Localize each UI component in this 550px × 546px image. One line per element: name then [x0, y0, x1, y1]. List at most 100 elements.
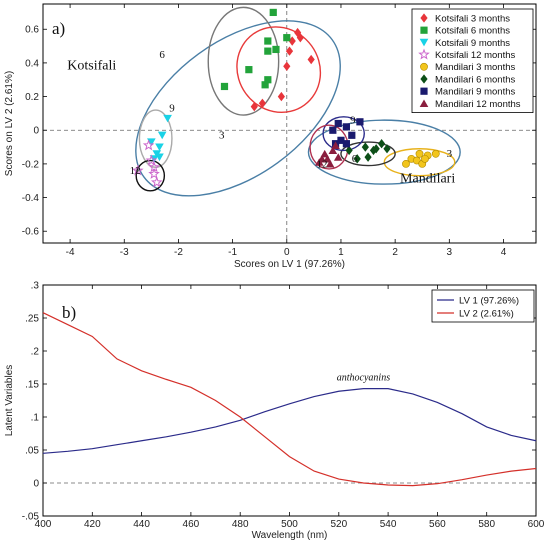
x-tick-label: -1 [228, 247, 237, 258]
y-tick-label: .2 [31, 347, 40, 358]
data-point [331, 141, 340, 149]
annotation-label: 3 [219, 130, 225, 142]
y-tick-label: 0 [33, 126, 39, 137]
confidence-ellipse [340, 141, 396, 167]
legend-label: LV 1 (97.26%) [459, 295, 519, 306]
x-tick-label: 500 [281, 519, 298, 530]
data-point [145, 154, 158, 166]
data-point [150, 176, 163, 188]
data-point [163, 114, 172, 123]
y-tick-label: -.05 [22, 512, 40, 523]
x-tick-label: 2 [392, 247, 398, 258]
legend-label: Kotsifali 9 months [435, 38, 510, 49]
x-tick-label: 440 [133, 519, 150, 530]
data-point [288, 36, 296, 46]
legend-label: Kotsifali 6 months [435, 26, 510, 37]
data-point [155, 153, 164, 162]
y-tick-label: .1 [31, 413, 40, 424]
data-point [285, 46, 294, 56]
x-tick-label: 520 [330, 519, 347, 530]
legend-label: Mandilari 6 months [435, 74, 516, 85]
data-point [142, 139, 155, 151]
data-point [402, 159, 410, 168]
y-tick-label: -0.4 [22, 193, 40, 204]
data-point [272, 45, 280, 54]
data-point [356, 118, 364, 126]
data-point [261, 81, 269, 89]
legend-label: Kotsifali 3 months [435, 13, 510, 24]
series-1 [220, 8, 291, 91]
data-point [132, 164, 144, 176]
data-point [342, 140, 350, 148]
legend-marker [420, 26, 428, 34]
x-axis-title: Scores on LV 1 (97.26%) [234, 259, 345, 270]
data-point [415, 149, 424, 158]
y-tick-label: 0.4 [25, 58, 39, 69]
x-tick-label: 560 [429, 519, 446, 530]
series-7 [314, 141, 343, 168]
panel-b-frame [42, 284, 537, 517]
x-tick-label: 460 [183, 519, 200, 530]
data-point [264, 37, 272, 45]
data-point [250, 101, 258, 112]
data-point [334, 119, 342, 128]
y-tick-label: 0.6 [25, 25, 39, 36]
confidence-ellipse [322, 116, 365, 152]
data-point [264, 47, 272, 55]
data-point [220, 82, 229, 91]
y-tick-label: -0.6 [22, 227, 40, 238]
data-point [320, 149, 330, 158]
data-point [369, 145, 378, 156]
panel-b: 400 420 440 460 480 500 520 540 560 580 600 -.05 0 .0… [4, 281, 545, 542]
data-point [269, 8, 277, 17]
legend-marker [419, 38, 429, 47]
data-point [283, 61, 291, 71]
data-point [329, 126, 337, 134]
series-0 [250, 27, 315, 112]
legend-box [411, 8, 534, 113]
y-tick-label: .25 [25, 314, 39, 325]
panel-label: b) [62, 303, 76, 322]
data-point [383, 144, 391, 154]
x-axis-title: Wavelength (nm) [252, 530, 328, 541]
annotation-label: anthocyanins [337, 373, 390, 384]
data-point [296, 32, 304, 43]
data-point [294, 27, 302, 38]
confidence-ellipse [236, 26, 322, 114]
x-tick-label: 1 [338, 247, 344, 258]
y-tick-label: .3 [31, 281, 40, 292]
data-point [307, 54, 315, 65]
data-point [345, 145, 353, 156]
legend-label: Kotsifali 12 months [435, 50, 516, 61]
panel-label: a) [52, 19, 65, 38]
series-3 [132, 139, 163, 188]
annotation-label: 9 [169, 103, 175, 115]
data-point [333, 153, 343, 161]
y-tick-label: -0.2 [22, 159, 40, 170]
annotation-label: Mandilari [400, 171, 455, 186]
data-point [421, 154, 429, 163]
series-line-0 [42, 388, 537, 454]
data-point [245, 66, 253, 74]
confidence-ellipse [207, 6, 280, 116]
x-tick-label: 540 [380, 519, 397, 530]
data-point [157, 131, 167, 140]
legend-marker [420, 62, 428, 71]
confidence-ellipse [138, 109, 173, 168]
data-point [323, 154, 332, 163]
annotation-label: 6 [352, 153, 358, 165]
data-point [431, 149, 440, 158]
y-tick-label: .15 [25, 380, 39, 391]
legend-label: Mandilari 9 months [435, 87, 516, 98]
x-tick-label: 4 [501, 247, 507, 258]
legend-box [431, 289, 535, 323]
data-point [148, 167, 160, 179]
series-line-1 [42, 312, 537, 487]
data-point [264, 76, 272, 84]
data-point [283, 34, 291, 42]
data-point [277, 91, 285, 102]
annotation-label: 6 [159, 49, 165, 61]
confidence-ellipse [135, 159, 166, 192]
x-tick-label: -3 [120, 247, 129, 258]
